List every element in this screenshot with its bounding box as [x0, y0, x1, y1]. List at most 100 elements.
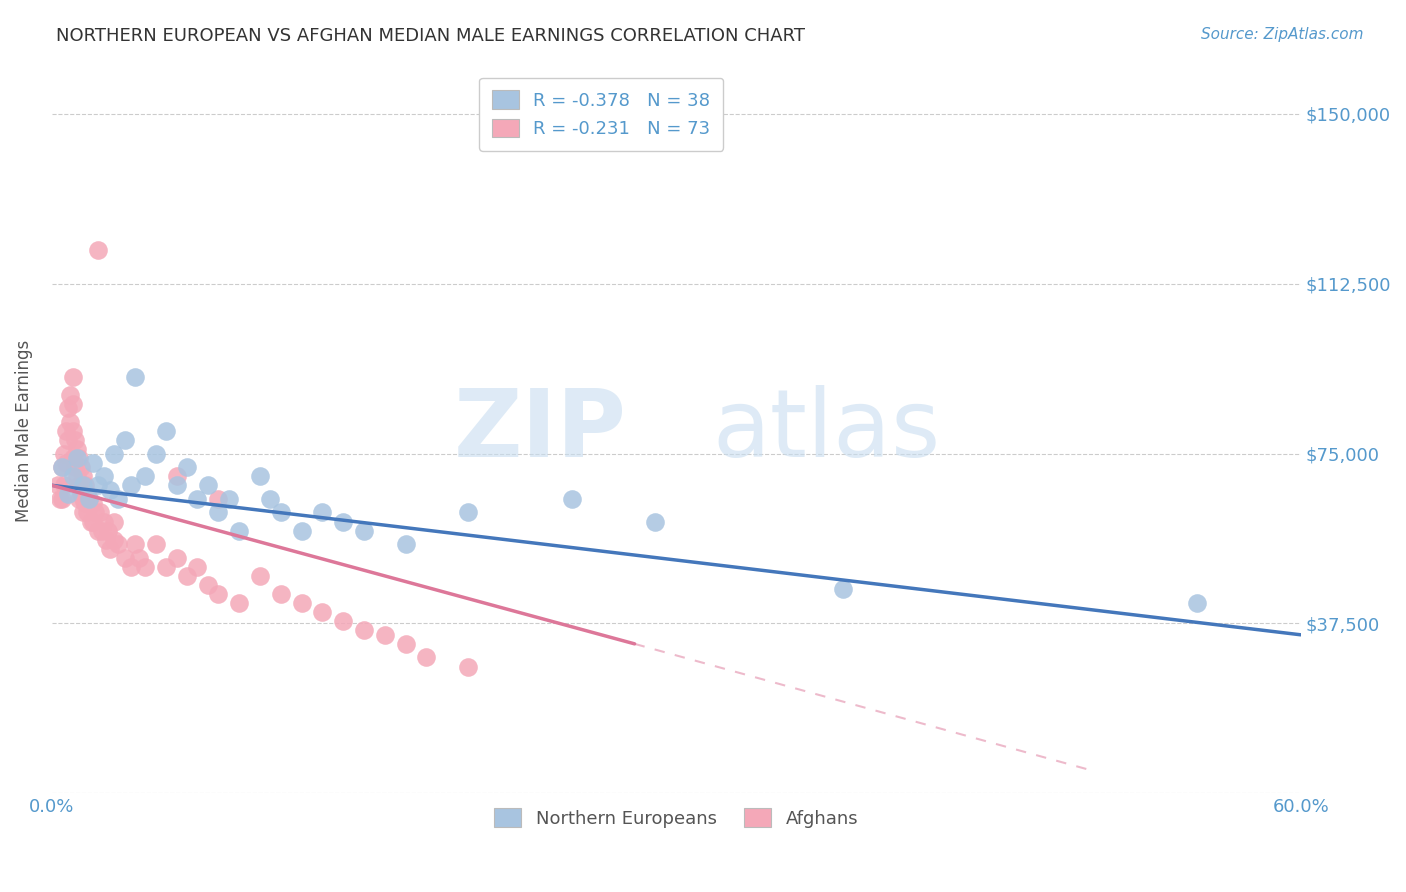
Point	[77, 491, 100, 506]
Point	[98, 541, 121, 556]
Point	[90, 524, 112, 538]
Point	[77, 491, 100, 506]
Point	[62, 369, 84, 384]
Point	[98, 483, 121, 497]
Point	[67, 451, 90, 466]
Point	[72, 506, 94, 520]
Point	[66, 442, 89, 456]
Point	[120, 478, 142, 492]
Point	[103, 515, 125, 529]
Point	[166, 478, 188, 492]
Text: NORTHERN EUROPEAN VS AFGHAN MEDIAN MALE EARNINGS CORRELATION CHART: NORTHERN EUROPEAN VS AFGHAN MEDIAN MALE …	[56, 27, 806, 45]
Point	[58, 401, 80, 416]
Point	[145, 447, 167, 461]
Point	[197, 478, 219, 492]
Point	[76, 506, 98, 520]
Point	[58, 433, 80, 447]
Point	[67, 491, 90, 506]
Point	[290, 524, 312, 538]
Point	[1185, 596, 1208, 610]
Point	[114, 550, 136, 565]
Point	[311, 506, 333, 520]
Point	[82, 515, 104, 529]
Point	[66, 469, 89, 483]
Point	[155, 559, 177, 574]
Point	[831, 582, 853, 597]
Point	[561, 491, 583, 506]
Point	[103, 533, 125, 547]
Point	[67, 478, 90, 492]
Point	[51, 460, 73, 475]
Point	[353, 624, 375, 638]
Point	[62, 451, 84, 466]
Text: Source: ZipAtlas.com: Source: ZipAtlas.com	[1201, 27, 1364, 42]
Point	[62, 397, 84, 411]
Point	[155, 424, 177, 438]
Point	[73, 496, 96, 510]
Point	[207, 587, 229, 601]
Point	[374, 628, 396, 642]
Point	[80, 515, 103, 529]
Point	[55, 456, 77, 470]
Point	[128, 550, 150, 565]
Point	[145, 537, 167, 551]
Point	[332, 515, 354, 529]
Point	[72, 469, 94, 483]
Point	[51, 460, 73, 475]
Point	[207, 491, 229, 506]
Point	[59, 387, 82, 401]
Point	[66, 451, 89, 466]
Point	[186, 491, 208, 506]
Point	[644, 515, 666, 529]
Point	[124, 537, 146, 551]
Point	[415, 650, 437, 665]
Point	[176, 460, 198, 475]
Point	[93, 515, 115, 529]
Point	[58, 487, 80, 501]
Point	[270, 587, 292, 601]
Y-axis label: Median Male Earnings: Median Male Earnings	[15, 340, 32, 522]
Point	[228, 596, 250, 610]
Point	[457, 659, 479, 673]
Point	[46, 478, 69, 492]
Point	[186, 559, 208, 574]
Point	[63, 460, 86, 475]
Point	[86, 524, 108, 538]
Point	[394, 637, 416, 651]
Point	[94, 533, 117, 547]
Point	[197, 578, 219, 592]
Point	[114, 433, 136, 447]
Point	[107, 491, 129, 506]
Point	[120, 559, 142, 574]
Point	[249, 469, 271, 483]
Point	[89, 506, 111, 520]
Point	[290, 596, 312, 610]
Point	[49, 491, 72, 506]
Point	[124, 369, 146, 384]
Legend: Northern Europeans, Afghans: Northern Europeans, Afghans	[486, 801, 865, 835]
Point	[457, 506, 479, 520]
Point	[53, 478, 76, 492]
Text: ZIP: ZIP	[453, 385, 626, 477]
Point	[82, 456, 104, 470]
Point	[207, 506, 229, 520]
Point	[97, 524, 120, 538]
Point	[55, 424, 77, 438]
Point	[249, 569, 271, 583]
Point	[228, 524, 250, 538]
Point	[394, 537, 416, 551]
Point	[70, 460, 93, 475]
Text: atlas: atlas	[711, 385, 941, 477]
Point	[107, 537, 129, 551]
Point	[84, 506, 107, 520]
Point	[353, 524, 375, 538]
Point	[270, 506, 292, 520]
Point	[166, 550, 188, 565]
Point	[73, 478, 96, 492]
Point	[76, 487, 98, 501]
Point	[166, 469, 188, 483]
Point	[53, 447, 76, 461]
Point	[86, 478, 108, 492]
Point	[218, 491, 240, 506]
Point	[59, 415, 82, 429]
